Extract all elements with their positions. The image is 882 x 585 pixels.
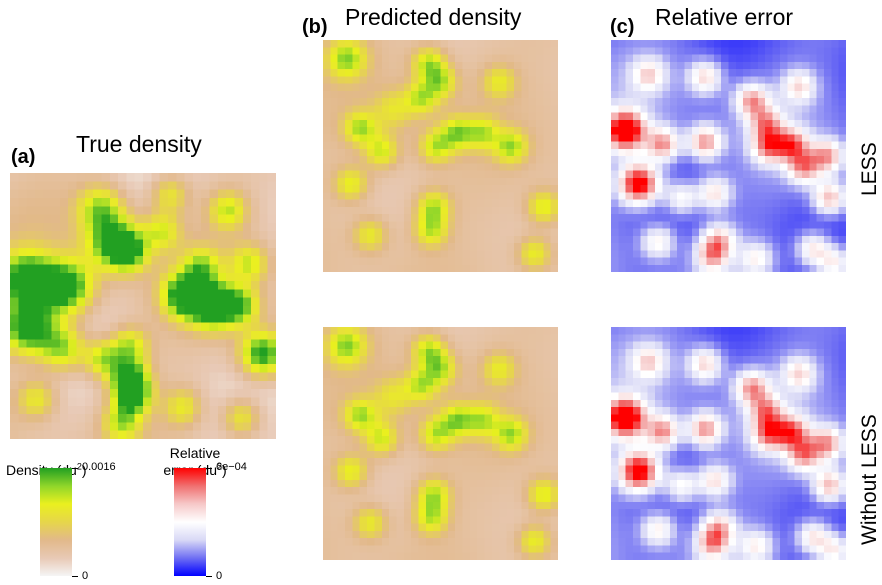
predicted-density-without-less-heatmap bbox=[323, 327, 558, 560]
panel-c-title: Relative error bbox=[655, 4, 794, 30]
panel-b-title: Predicted density bbox=[345, 4, 522, 30]
relative-error-less-heatmap bbox=[611, 40, 846, 272]
relative-error-without-less-heatmap bbox=[611, 327, 846, 560]
error-colorbar bbox=[174, 468, 206, 576]
panel-a-title: True density bbox=[76, 131, 202, 157]
true-density-heatmap bbox=[10, 173, 276, 439]
error-max-label: 6e−04 bbox=[216, 461, 247, 473]
density-min-tick bbox=[72, 576, 78, 577]
error-min-label: 0 bbox=[216, 570, 223, 582]
density-max-tick bbox=[72, 468, 78, 469]
panel-b-letter: (b) bbox=[302, 16, 328, 38]
panel-c-letter: (c) bbox=[610, 16, 635, 38]
predicted-density-less-heatmap bbox=[323, 40, 558, 272]
row-label-less: LESS bbox=[858, 142, 881, 196]
density-max-label: 0.0016 bbox=[82, 461, 116, 473]
density-min-label: 0 bbox=[82, 570, 89, 582]
density-colorbar bbox=[40, 468, 72, 576]
panel-a-letter: (a) bbox=[11, 146, 36, 168]
error-min-tick bbox=[206, 576, 212, 577]
row-label-without-less: Without LESS bbox=[858, 414, 881, 545]
error-max-tick bbox=[206, 468, 212, 469]
